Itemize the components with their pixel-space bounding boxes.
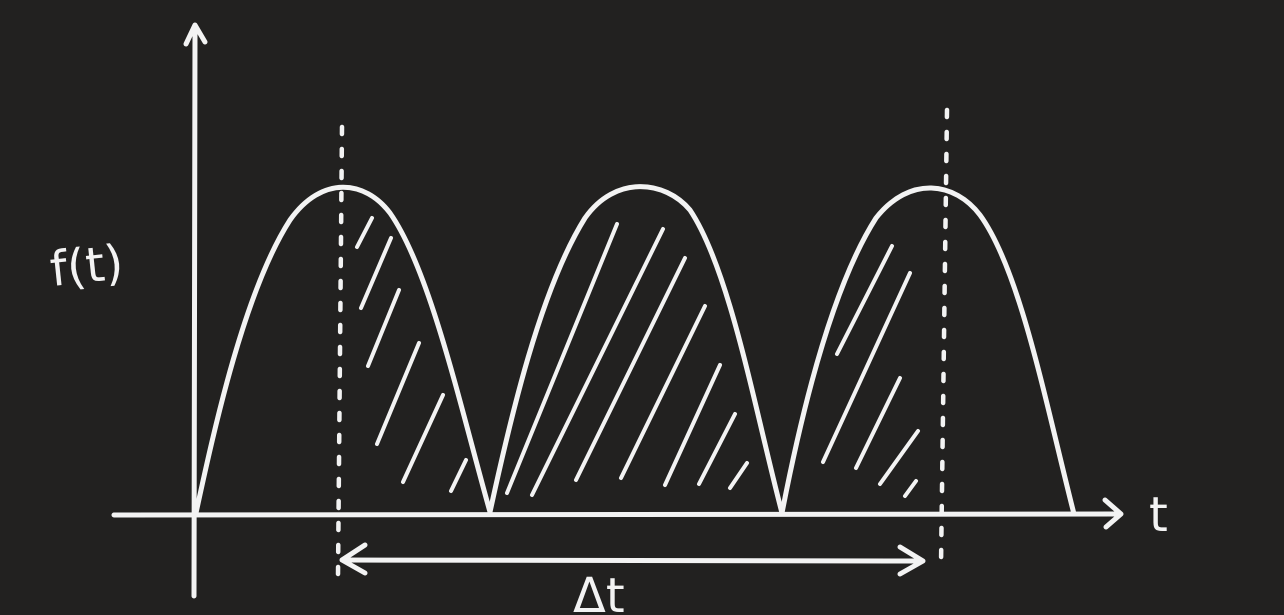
hatch-line [366, 288, 401, 368]
hatching-segment-1 [355, 216, 468, 493]
hatch-line [619, 304, 707, 480]
hatch-line [359, 236, 393, 310]
hatch-line [375, 341, 421, 446]
y-axis-label: f(t) [47, 235, 126, 298]
x-axis [111, 511, 1121, 518]
x-axis-arrowhead [1102, 497, 1124, 530]
interval-label: Δt [573, 568, 625, 615]
hatch-line [854, 376, 902, 470]
wave-arch-3 [779, 185, 1077, 517]
interval-arrow-right-head [897, 544, 926, 577]
interval-arrow-line [340, 557, 925, 564]
hatching-segment-3 [821, 244, 920, 498]
hatch-line [530, 227, 665, 497]
y-axis-arrowhead [183, 22, 208, 47]
wave-arch-1 [193, 184, 493, 516]
hatch-line [903, 479, 918, 498]
hatch-line [401, 393, 445, 484]
hatch-line [449, 458, 468, 493]
end-marker-dashed-line [938, 107, 950, 568]
start-marker-dashed-line [335, 124, 345, 578]
hatch-line [663, 363, 722, 487]
hatch-line [505, 222, 619, 495]
wave-arch-2 [487, 184, 785, 516]
interval-arrow-left-head [339, 542, 368, 576]
hatch-line [728, 461, 749, 490]
hatch-line [355, 216, 374, 249]
hatch-line [574, 256, 687, 482]
hatching-segment-2 [505, 222, 749, 497]
hatch-line [821, 271, 912, 464]
hatch-line [697, 412, 737, 486]
x-axis-label: t [1149, 487, 1168, 543]
hatch-line [835, 244, 894, 356]
y-axis [191, 27, 198, 599]
hatch-line [878, 429, 920, 486]
